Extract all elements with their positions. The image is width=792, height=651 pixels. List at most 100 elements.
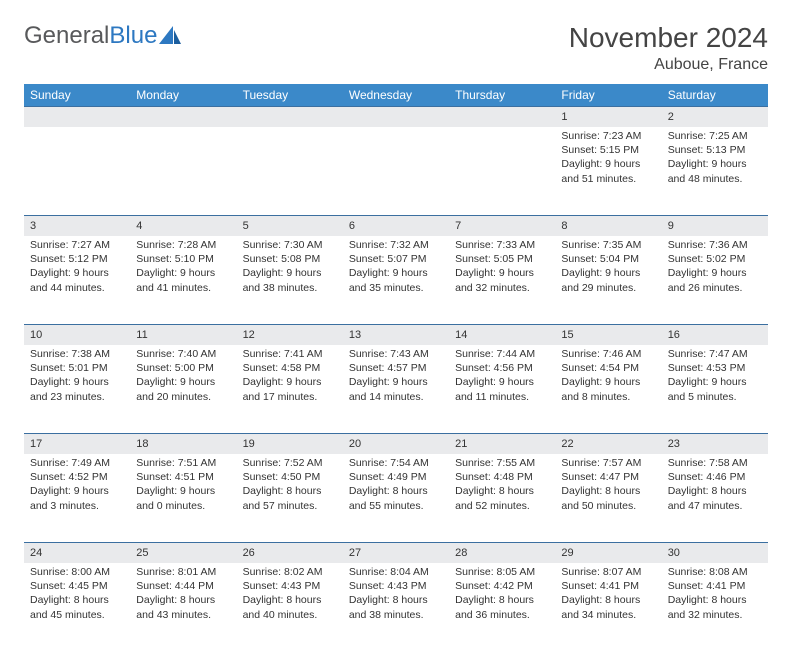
day-info-cell xyxy=(130,127,236,216)
sunset-text: Sunset: 4:41 PM xyxy=(561,579,655,593)
day-info-cell: Sunrise: 7:51 AMSunset: 4:51 PMDaylight:… xyxy=(130,454,236,543)
day-info-cell: Sunrise: 8:07 AMSunset: 4:41 PMDaylight:… xyxy=(555,563,661,651)
sunrise-text: Sunrise: 7:51 AM xyxy=(136,456,230,470)
title-block: November 2024 Auboue, France xyxy=(569,22,768,74)
day-number-row: 10111213141516 xyxy=(24,325,768,346)
sunrise-text: Sunrise: 7:36 AM xyxy=(668,238,762,252)
day-number-cell: 29 xyxy=(555,543,661,564)
daylight-text: Daylight: 9 hours and 14 minutes. xyxy=(349,375,443,403)
sunset-text: Sunset: 4:43 PM xyxy=(349,579,443,593)
sunset-text: Sunset: 5:08 PM xyxy=(243,252,337,266)
day-info-cell: Sunrise: 7:23 AMSunset: 5:15 PMDaylight:… xyxy=(555,127,661,216)
day-number-cell: 17 xyxy=(24,434,130,455)
day-number-cell: 22 xyxy=(555,434,661,455)
day-info-cell: Sunrise: 7:40 AMSunset: 5:00 PMDaylight:… xyxy=(130,345,236,434)
day-info-cell xyxy=(343,127,449,216)
daylight-text: Daylight: 9 hours and 8 minutes. xyxy=(561,375,655,403)
daylight-text: Daylight: 9 hours and 35 minutes. xyxy=(349,266,443,294)
day-number-cell xyxy=(449,107,555,128)
day-number-cell: 23 xyxy=(662,434,768,455)
daylight-text: Daylight: 9 hours and 3 minutes. xyxy=(30,484,124,512)
daylight-text: Daylight: 8 hours and 40 minutes. xyxy=(243,593,337,621)
sunset-text: Sunset: 5:05 PM xyxy=(455,252,549,266)
daylight-text: Daylight: 9 hours and 11 minutes. xyxy=(455,375,549,403)
day-number-cell: 13 xyxy=(343,325,449,346)
day-info-row: Sunrise: 7:27 AMSunset: 5:12 PMDaylight:… xyxy=(24,236,768,325)
day-info-cell: Sunrise: 7:38 AMSunset: 5:01 PMDaylight:… xyxy=(24,345,130,434)
logo-text-blue: Blue xyxy=(109,22,157,50)
sunrise-text: Sunrise: 8:08 AM xyxy=(668,565,762,579)
sunrise-text: Sunrise: 7:25 AM xyxy=(668,129,762,143)
day-info-cell: Sunrise: 8:01 AMSunset: 4:44 PMDaylight:… xyxy=(130,563,236,651)
month-title: November 2024 xyxy=(569,22,768,54)
sunset-text: Sunset: 4:44 PM xyxy=(136,579,230,593)
day-number-cell: 3 xyxy=(24,216,130,237)
day-of-week-header: Wednesday xyxy=(343,84,449,107)
day-info-cell: Sunrise: 7:47 AMSunset: 4:53 PMDaylight:… xyxy=(662,345,768,434)
day-number-cell: 24 xyxy=(24,543,130,564)
day-info-cell: Sunrise: 8:00 AMSunset: 4:45 PMDaylight:… xyxy=(24,563,130,651)
day-info-cell: Sunrise: 7:55 AMSunset: 4:48 PMDaylight:… xyxy=(449,454,555,543)
sunrise-text: Sunrise: 7:23 AM xyxy=(561,129,655,143)
daylight-text: Daylight: 8 hours and 57 minutes. xyxy=(243,484,337,512)
day-info-row: Sunrise: 8:00 AMSunset: 4:45 PMDaylight:… xyxy=(24,563,768,651)
sunset-text: Sunset: 4:48 PM xyxy=(455,470,549,484)
daylight-text: Daylight: 9 hours and 29 minutes. xyxy=(561,266,655,294)
day-info-cell: Sunrise: 7:35 AMSunset: 5:04 PMDaylight:… xyxy=(555,236,661,325)
daylight-text: Daylight: 9 hours and 32 minutes. xyxy=(455,266,549,294)
day-info-row: Sunrise: 7:49 AMSunset: 4:52 PMDaylight:… xyxy=(24,454,768,543)
sunset-text: Sunset: 4:46 PM xyxy=(668,470,762,484)
sunrise-text: Sunrise: 7:52 AM xyxy=(243,456,337,470)
sunrise-text: Sunrise: 7:55 AM xyxy=(455,456,549,470)
day-number-cell: 6 xyxy=(343,216,449,237)
sunrise-text: Sunrise: 8:07 AM xyxy=(561,565,655,579)
day-of-week-header: Thursday xyxy=(449,84,555,107)
logo-sail-icon xyxy=(159,26,181,46)
day-number-cell: 15 xyxy=(555,325,661,346)
day-number-cell: 18 xyxy=(130,434,236,455)
day-of-week-header: Sunday xyxy=(24,84,130,107)
day-of-week-header: Monday xyxy=(130,84,236,107)
sunrise-text: Sunrise: 7:46 AM xyxy=(561,347,655,361)
day-info-cell: Sunrise: 7:57 AMSunset: 4:47 PMDaylight:… xyxy=(555,454,661,543)
day-info-row: Sunrise: 7:38 AMSunset: 5:01 PMDaylight:… xyxy=(24,345,768,434)
daylight-text: Daylight: 9 hours and 0 minutes. xyxy=(136,484,230,512)
sunset-text: Sunset: 4:42 PM xyxy=(455,579,549,593)
sunrise-text: Sunrise: 7:44 AM xyxy=(455,347,549,361)
location: Auboue, France xyxy=(569,56,768,74)
day-info-row: Sunrise: 7:23 AMSunset: 5:15 PMDaylight:… xyxy=(24,127,768,216)
day-number-cell: 26 xyxy=(237,543,343,564)
sunrise-text: Sunrise: 7:28 AM xyxy=(136,238,230,252)
sunset-text: Sunset: 5:15 PM xyxy=(561,143,655,157)
day-number-cell: 16 xyxy=(662,325,768,346)
sunrise-text: Sunrise: 7:35 AM xyxy=(561,238,655,252)
day-info-cell: Sunrise: 7:52 AMSunset: 4:50 PMDaylight:… xyxy=(237,454,343,543)
sunset-text: Sunset: 5:04 PM xyxy=(561,252,655,266)
sunset-text: Sunset: 4:47 PM xyxy=(561,470,655,484)
sunset-text: Sunset: 4:53 PM xyxy=(668,361,762,375)
sunrise-text: Sunrise: 7:38 AM xyxy=(30,347,124,361)
day-number-cell: 5 xyxy=(237,216,343,237)
sunrise-text: Sunrise: 7:33 AM xyxy=(455,238,549,252)
sunrise-text: Sunrise: 8:00 AM xyxy=(30,565,124,579)
day-number-cell: 25 xyxy=(130,543,236,564)
day-info-cell: Sunrise: 7:33 AMSunset: 5:05 PMDaylight:… xyxy=(449,236,555,325)
day-number-cell: 7 xyxy=(449,216,555,237)
day-info-cell: Sunrise: 8:04 AMSunset: 4:43 PMDaylight:… xyxy=(343,563,449,651)
day-number-cell xyxy=(24,107,130,128)
day-number-row: 17181920212223 xyxy=(24,434,768,455)
calendar-table: SundayMondayTuesdayWednesdayThursdayFrid… xyxy=(24,84,768,651)
day-info-cell: Sunrise: 7:46 AMSunset: 4:54 PMDaylight:… xyxy=(555,345,661,434)
day-number-cell: 20 xyxy=(343,434,449,455)
sunset-text: Sunset: 4:50 PM xyxy=(243,470,337,484)
sunset-text: Sunset: 5:00 PM xyxy=(136,361,230,375)
day-number-cell: 1 xyxy=(555,107,661,128)
day-number-cell: 10 xyxy=(24,325,130,346)
day-number-cell: 19 xyxy=(237,434,343,455)
day-info-cell: Sunrise: 7:27 AMSunset: 5:12 PMDaylight:… xyxy=(24,236,130,325)
sunset-text: Sunset: 4:58 PM xyxy=(243,361,337,375)
day-info-cell: Sunrise: 7:28 AMSunset: 5:10 PMDaylight:… xyxy=(130,236,236,325)
daylight-text: Daylight: 8 hours and 43 minutes. xyxy=(136,593,230,621)
sunset-text: Sunset: 5:13 PM xyxy=(668,143,762,157)
day-info-cell xyxy=(24,127,130,216)
